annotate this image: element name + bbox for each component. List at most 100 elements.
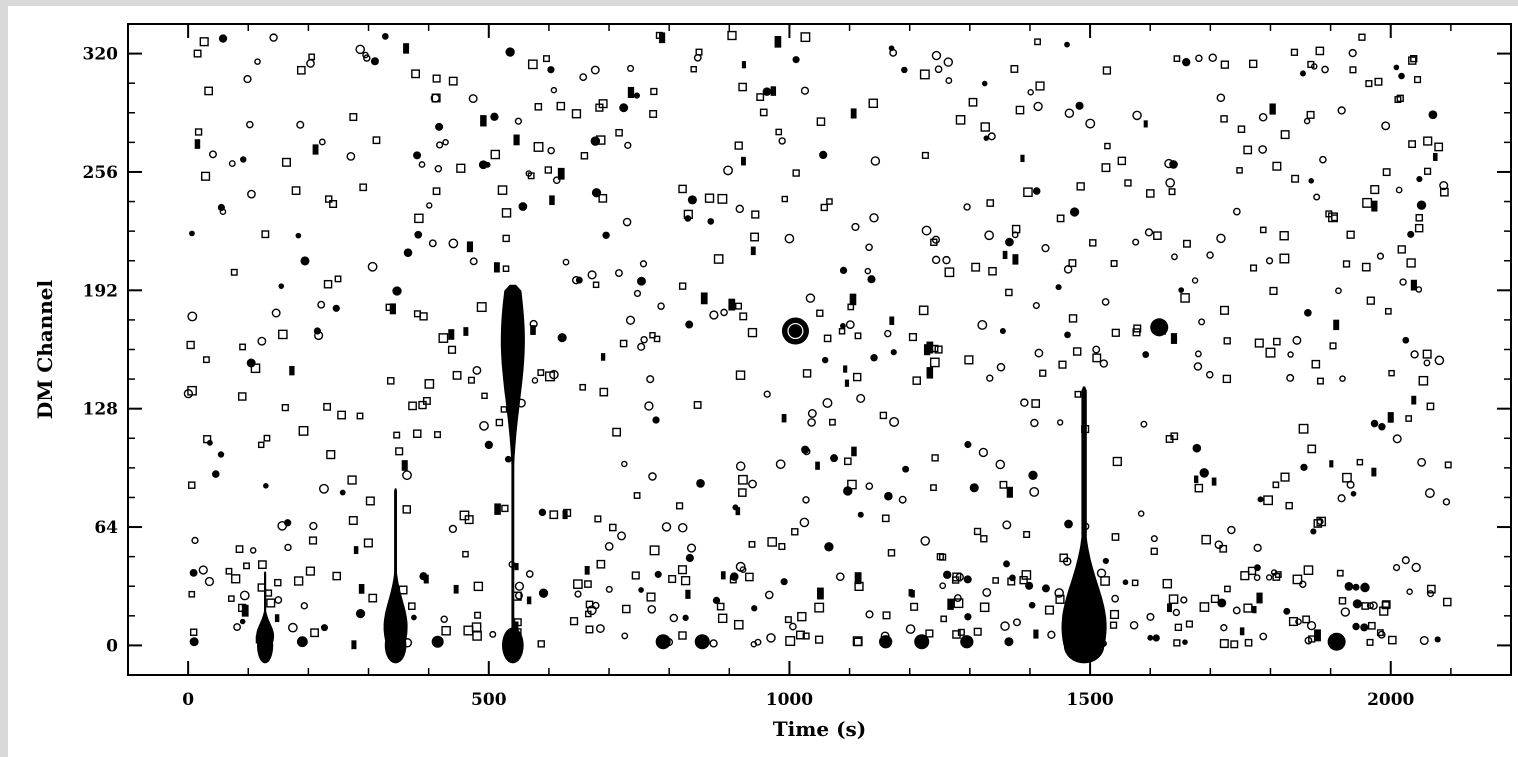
point <box>830 454 839 463</box>
point <box>1075 101 1084 110</box>
point <box>1298 423 1309 434</box>
point <box>969 483 979 493</box>
point <box>631 571 640 580</box>
point <box>766 633 776 643</box>
point <box>1012 618 1021 627</box>
point <box>686 543 697 553</box>
point <box>884 491 893 501</box>
point <box>363 54 371 62</box>
pulse-column <box>256 571 275 646</box>
point <box>1003 560 1010 568</box>
point <box>1237 125 1246 133</box>
point <box>527 59 538 70</box>
point <box>1109 621 1118 629</box>
point <box>622 217 632 227</box>
point <box>590 65 600 75</box>
point <box>680 576 691 586</box>
point <box>1253 574 1261 581</box>
cluster <box>694 634 710 650</box>
point <box>980 122 990 132</box>
point <box>537 640 545 648</box>
point <box>1217 598 1227 608</box>
point <box>300 602 308 610</box>
point <box>271 308 281 318</box>
point <box>738 82 747 92</box>
point <box>695 48 703 56</box>
point <box>1313 193 1321 201</box>
point <box>1299 70 1307 77</box>
point <box>557 167 565 180</box>
point <box>239 590 250 601</box>
point <box>738 474 748 485</box>
point <box>1434 142 1444 152</box>
point <box>278 329 288 340</box>
point <box>585 625 594 634</box>
point <box>735 461 746 471</box>
point <box>1129 620 1139 630</box>
point <box>502 265 510 273</box>
point <box>414 213 424 224</box>
point <box>919 69 930 80</box>
point <box>637 342 646 351</box>
point <box>537 369 545 377</box>
point <box>1376 629 1384 637</box>
point <box>844 379 850 387</box>
point <box>580 152 589 160</box>
point <box>921 225 932 236</box>
point <box>599 387 609 397</box>
point <box>1092 353 1102 363</box>
point <box>243 562 250 570</box>
cluster <box>431 635 444 648</box>
point <box>1041 584 1050 593</box>
point <box>1423 167 1432 175</box>
point <box>435 122 444 131</box>
point <box>1194 483 1204 493</box>
point <box>1102 66 1112 75</box>
point <box>988 266 997 276</box>
point <box>1439 187 1449 197</box>
point <box>538 588 549 598</box>
point <box>767 537 778 547</box>
point <box>1274 571 1282 578</box>
point <box>1031 399 1041 408</box>
point <box>854 572 862 585</box>
point <box>1010 65 1019 73</box>
point <box>819 150 828 160</box>
point <box>739 312 748 321</box>
point <box>1033 101 1043 112</box>
point <box>490 149 501 160</box>
point <box>563 508 572 517</box>
point <box>1143 120 1148 128</box>
point <box>189 628 198 636</box>
point <box>1056 214 1065 223</box>
point <box>1414 223 1424 233</box>
point <box>263 434 271 442</box>
point <box>879 411 888 420</box>
point <box>1000 621 1010 631</box>
point <box>797 611 807 622</box>
point <box>1220 624 1228 632</box>
point <box>1064 41 1070 48</box>
point <box>562 258 570 266</box>
point <box>1382 168 1391 177</box>
point <box>807 418 816 427</box>
point <box>754 638 762 646</box>
point <box>1137 510 1145 517</box>
point <box>1028 601 1036 609</box>
point <box>525 170 533 177</box>
point <box>1224 585 1231 593</box>
point <box>418 161 426 168</box>
point <box>1342 472 1352 483</box>
point <box>770 86 777 96</box>
point <box>912 376 921 385</box>
point <box>1034 38 1041 46</box>
point <box>424 379 435 389</box>
point <box>1408 140 1417 149</box>
point <box>243 74 252 84</box>
point <box>504 455 512 463</box>
point <box>1286 373 1295 382</box>
point <box>865 243 873 252</box>
point <box>979 602 990 613</box>
point <box>264 589 273 597</box>
point <box>453 584 459 594</box>
